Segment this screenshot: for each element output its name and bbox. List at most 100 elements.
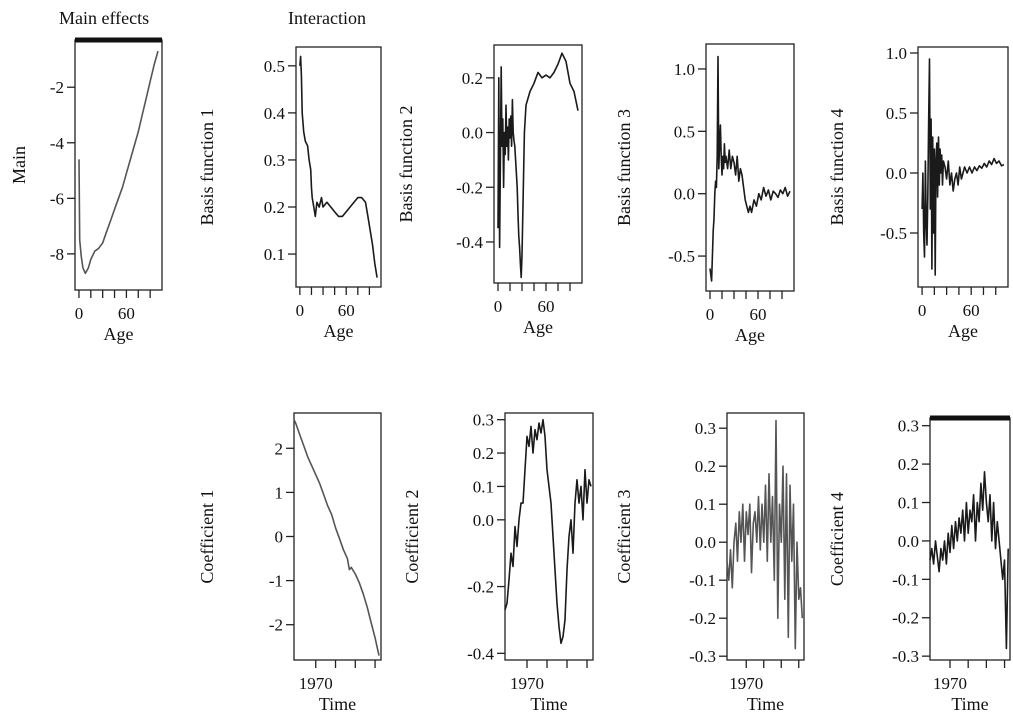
y-tick-label: 0.4 [264,104,286,123]
series-line [293,419,380,656]
series-line [921,58,1005,276]
y-tick-label: 0 [275,528,284,547]
y-tick-label: 0.5 [886,104,907,123]
series-line [78,50,159,275]
y-tick-label: 0.2 [898,455,919,474]
y-tick-label: 1 [275,483,284,502]
x-tick-label: 0 [918,301,927,320]
header-interaction: Interaction [288,8,366,28]
y-tick-label: -6 [50,189,64,208]
y-tick-label: 2 [275,439,284,458]
x-tick-label: 1970 [510,674,544,693]
plot-frame [295,46,382,288]
y-tick-label: -0.5 [880,224,907,243]
y-tick-label: -2 [50,78,64,97]
series-line [709,55,791,282]
y-tick-label: 0.0 [462,124,483,143]
plot-frame [74,39,163,291]
y-tick-label: -0.5 [668,247,695,266]
x-axis-label: Age [104,324,134,344]
x-tick-label: 0 [296,301,305,320]
y-axis-label: Coefficient 4 [827,492,847,586]
y-tick-label: -0.2 [892,609,919,628]
y-tick-label: 0.0 [674,185,695,204]
series-line [497,52,579,279]
y-tick-label: -0.2 [456,178,483,197]
y-tick-label: -0.2 [467,578,494,597]
plot-frame [705,43,795,292]
y-tick-label: 0.1 [898,494,919,513]
y-axis-label: Coefficient 1 [197,489,217,583]
x-axis-label: Age [324,321,354,341]
y-tick-label: -0.1 [892,570,919,589]
y-tick-label: -0.3 [689,647,716,666]
y-tick-label: 0.1 [473,477,494,496]
y-tick-label: 0.0 [886,164,907,183]
x-axis-label: Time [951,694,988,714]
x-tick-label: 0 [75,304,84,323]
series-line [299,55,378,278]
y-tick-label: 0.3 [473,411,494,430]
y-tick-label: -2 [269,616,283,635]
x-tick-label: 60 [750,305,767,324]
x-tick-label: 60 [538,297,555,316]
plot-frame [293,412,382,661]
x-tick-label: 60 [338,301,355,320]
x-tick-label: 60 [963,301,980,320]
y-tick-label: 0.2 [473,444,494,463]
y-tick-label: 0.2 [264,198,285,217]
y-tick-label: 1.0 [886,44,907,63]
y-tick-label: -0.2 [689,609,716,628]
x-tick-label: 1970 [729,674,763,693]
y-tick-label: -8 [50,245,64,264]
y-tick-label: -0.3 [892,647,919,666]
x-tick-label: 1970 [299,674,333,693]
x-axis-label: Age [948,321,978,341]
y-tick-label: -4 [50,134,65,153]
x-tick-label: 0 [494,297,503,316]
y-axis-label: Basis function 1 [197,109,217,226]
y-tick-label: -1 [269,572,283,591]
series-line [726,419,804,650]
y-tick-label: 0.3 [898,417,919,436]
x-tick-label: 0 [706,305,715,324]
y-tick-label: 0.3 [695,419,716,438]
x-axis-label: Time [319,694,356,714]
series-line [929,470,1009,650]
plot-frame [726,412,805,661]
x-tick-label: 1970 [933,674,967,693]
x-axis-label: Age [523,317,553,337]
plot-frame [493,44,583,284]
y-axis-label: Main [9,146,29,184]
x-axis-label: Age [735,325,765,345]
y-axis-label: Basis function 2 [396,106,416,223]
x-axis-label: Time [747,694,784,714]
y-tick-label: 0.0 [695,533,716,552]
plot-frame [504,412,594,661]
y-axis-label: Coefficient 3 [614,489,634,583]
y-tick-label: -0.4 [467,644,494,663]
y-axis-label: Basis function 3 [614,109,634,226]
plot-frame [917,46,1009,288]
y-tick-label: 0.3 [264,151,285,170]
y-tick-label: 0.2 [695,457,716,476]
y-tick-label: 0.0 [473,511,494,530]
y-tick-label: 0.5 [674,122,695,141]
series-line [504,418,592,645]
y-tick-label: 0.0 [898,532,919,551]
y-axis-label: Coefficient 2 [402,489,422,583]
x-tick-label: 60 [118,304,135,323]
y-tick-label: 0.5 [264,57,285,76]
y-tick-label: 0.1 [264,245,285,264]
y-tick-label: 0.2 [462,69,483,88]
y-tick-label: 0.1 [695,495,716,514]
